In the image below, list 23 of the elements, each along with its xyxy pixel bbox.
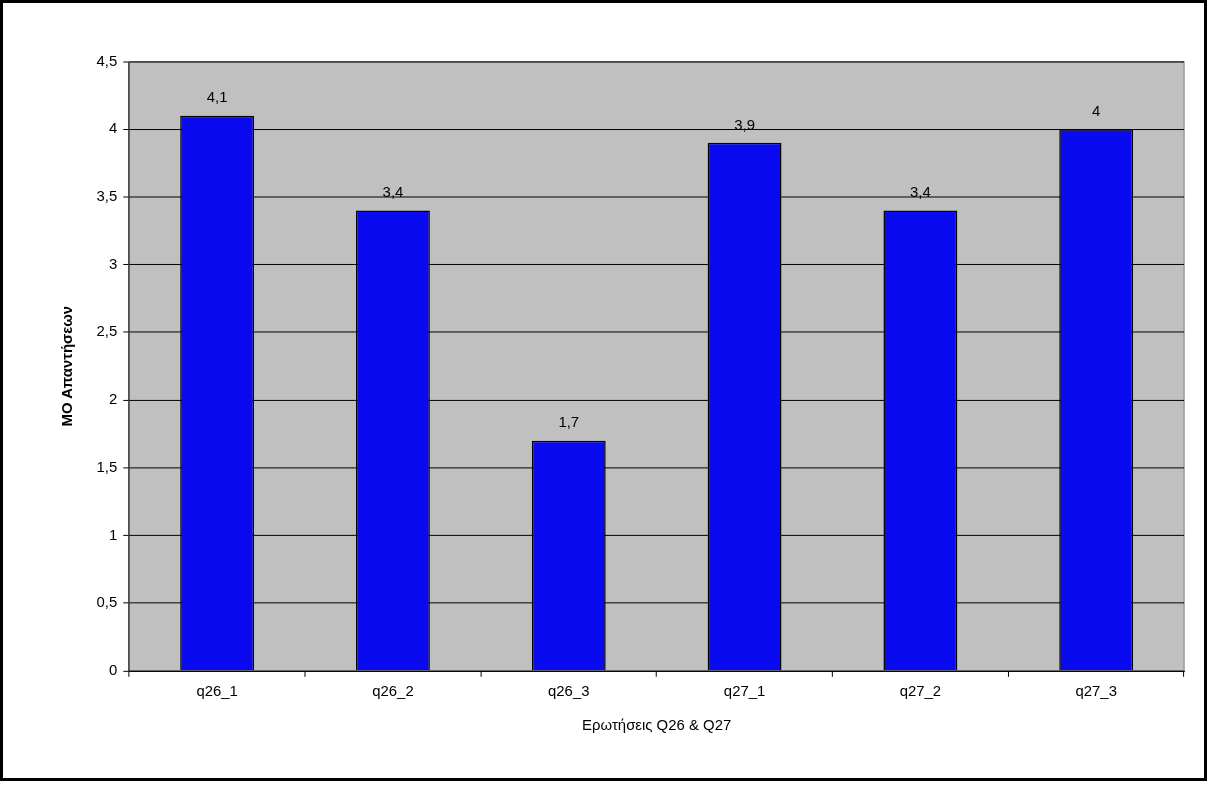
x-tick-label: q27_1: [723, 682, 766, 699]
data-label: 3,4: [910, 184, 931, 201]
x-axis-title: Ερωτήσεις Q26 & Q27: [582, 716, 732, 733]
data-label: 4: [1092, 103, 1101, 119]
data-label: 1,7: [558, 414, 580, 431]
y-tick-label: 0,5: [96, 594, 118, 611]
y-axis-title: ΜΟ Απαντήσεων: [58, 305, 75, 427]
y-tick-label: 2,5: [96, 323, 118, 340]
x-tick-label: q27_2: [899, 682, 942, 699]
y-tick-label: 3,5: [96, 188, 118, 205]
data-label: 3,4: [382, 184, 404, 201]
x-tick-label: q26_1: [196, 682, 238, 699]
y-tick-label: 4: [108, 120, 118, 137]
y-tick-label: 2: [108, 391, 118, 408]
y-tick-label: 3: [108, 255, 118, 272]
x-tick-label: q27_3: [1075, 682, 1117, 699]
y-tick-label: 0: [108, 661, 118, 678]
x-tick-label: q26_2: [372, 682, 414, 699]
y-tick-label: 4,5: [96, 52, 118, 69]
y-tick-label: 1,5: [96, 458, 118, 475]
x-tick-label: q26_3: [548, 682, 590, 699]
y-tick-label: 1: [108, 526, 118, 543]
data-label: 4,1: [206, 89, 228, 106]
